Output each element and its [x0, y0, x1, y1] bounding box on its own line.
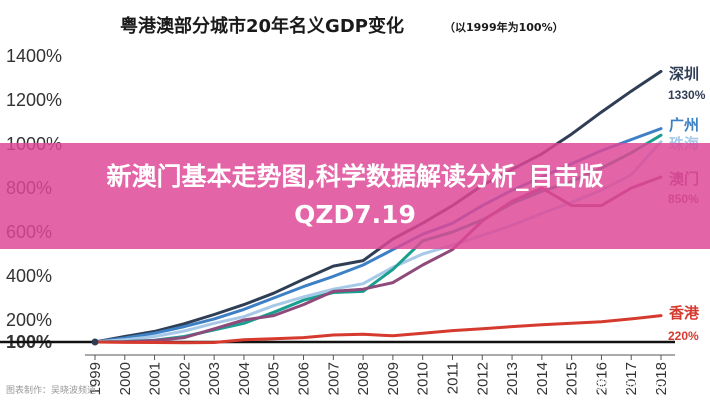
y-tick-label: 400% — [6, 266, 52, 286]
x-tick-label: 2002 — [176, 362, 193, 395]
origin-point — [91, 338, 99, 346]
x-tick-label: 2014 — [534, 362, 551, 395]
series-name-label: 香港 — [669, 304, 700, 322]
x-tick-label: 2005 — [266, 362, 283, 395]
x-tick-label: 2013 — [504, 362, 521, 395]
series-end-value: 220% — [668, 329, 699, 343]
y-tick-label: 1400% — [6, 46, 62, 66]
x-tick-label: 2017 — [623, 362, 640, 395]
y-tick-label: 200% — [6, 310, 52, 330]
x-tick-label: 2010 — [415, 362, 432, 395]
chart-title: 粤港澳部分城市20年名义GDP变化 — [120, 15, 404, 37]
x-tick-label: 2003 — [206, 362, 223, 395]
x-tick-label: 2015 — [564, 362, 581, 395]
x-tick-label: 2008 — [355, 362, 372, 395]
series-end-value: 1330% — [668, 88, 706, 102]
x-tick-label: 2001 — [147, 362, 164, 395]
x-tick-label: 2006 — [296, 362, 313, 395]
series-line-0 — [93, 69, 663, 344]
series-name-label: 广州 — [669, 116, 699, 134]
x-tick-label: 2007 — [325, 362, 342, 395]
source-note: 图表制作：吴晓波频道 — [6, 384, 96, 396]
x-tick-label: 2009 — [385, 362, 402, 395]
x-tick-label: 1999 — [87, 362, 104, 395]
series-line-5 — [93, 314, 663, 345]
series-name-label: 深圳 — [669, 65, 699, 83]
chart-subtitle: （以1999年为100%） — [444, 20, 564, 34]
x-tick-label: 2018 — [653, 362, 670, 395]
x-tick-label: 2016 — [593, 362, 610, 395]
banner-text: 新澳门基本走势图,科学数据解读分析_目击版 QZD7.19 — [35, 158, 675, 234]
x-tick-label: 2011 — [444, 362, 461, 394]
x-axis: 1999 2000 2001 2002 2003 2004 2005 2006 2007 2008… — [85, 354, 675, 395]
x-tick-label: 2004 — [236, 362, 253, 395]
y-tick-label: 1200% — [6, 90, 62, 110]
x-tick-label: 2012 — [474, 362, 491, 395]
x-tick-label: 2000 — [117, 362, 134, 395]
overlay-banner: 新澳门基本走势图,科学数据解读分析_目击版 QZD7.19 — [0, 143, 710, 249]
watermark: 搜狐号@Amazing — [584, 377, 684, 392]
banner-line-2: QZD7.19 — [294, 200, 416, 229]
banner-line-1: 新澳门基本走势图,科学数据解读分析_目击版 — [106, 162, 604, 191]
